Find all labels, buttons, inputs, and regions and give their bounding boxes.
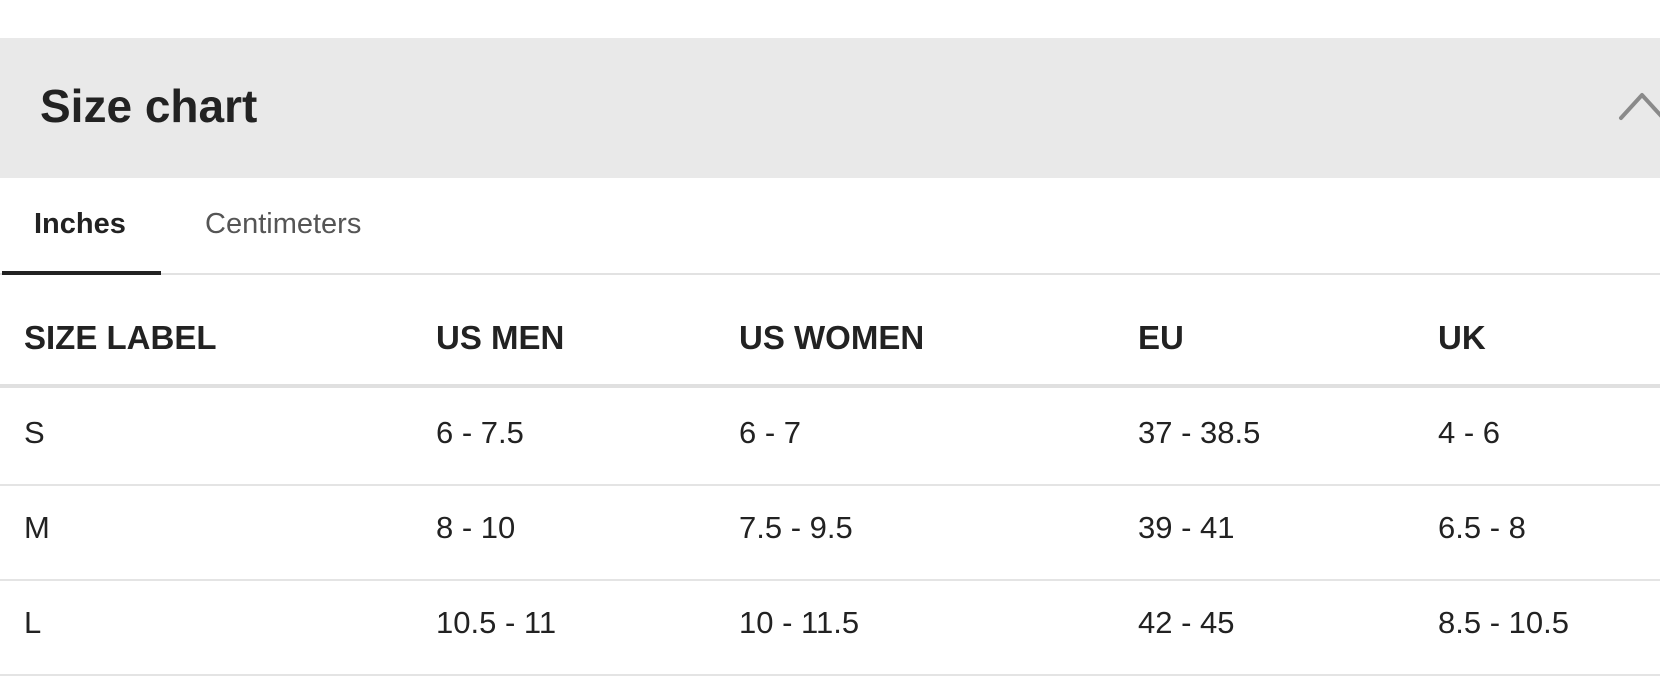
row-divider — [0, 579, 1660, 581]
column-header: SIZE LABEL — [24, 319, 217, 356]
table-cell: 8.5 - 10.5 — [1438, 605, 1569, 640]
table-cell: S — [24, 415, 45, 450]
table-cell: 6.5 - 8 — [1438, 510, 1526, 545]
column-header: US WOMEN — [739, 319, 925, 356]
accordion-header[interactable]: Size chart — [0, 38, 1660, 178]
table-cell: 7.5 - 9.5 — [739, 510, 853, 545]
collapse-chevron[interactable] — [1618, 86, 1660, 122]
header-rule — [0, 384, 1660, 388]
table-cell: 4 - 6 — [1438, 415, 1501, 450]
table-cell: 8 - 10 — [436, 510, 516, 545]
section-title: Size chart — [40, 80, 258, 132]
table-cell: 10.5 - 11 — [436, 605, 557, 640]
column-header: UK — [1438, 319, 1486, 356]
row-divider — [0, 484, 1660, 486]
table-cell: 37 - 38.5 — [1138, 415, 1261, 450]
table-cell: 6 - 7 — [739, 415, 802, 450]
tab-underline — [2, 271, 161, 275]
table-cell: M — [24, 510, 50, 545]
tab-divider — [0, 273, 1660, 275]
table-cell: 6 - 7.5 — [436, 415, 524, 450]
column-header: EU — [1138, 319, 1184, 356]
row-divider — [0, 674, 1660, 676]
tab[interactable]: Centimeters — [205, 208, 362, 240]
column-header: US MEN — [436, 319, 565, 356]
table-cell: 42 - 45 — [1138, 605, 1235, 640]
table-cell: L — [24, 605, 42, 640]
table-cell: 10 - 11.5 — [739, 605, 860, 640]
table-cell: 39 - 41 — [1138, 510, 1235, 545]
tab-active[interactable]: Inches — [34, 208, 126, 240]
